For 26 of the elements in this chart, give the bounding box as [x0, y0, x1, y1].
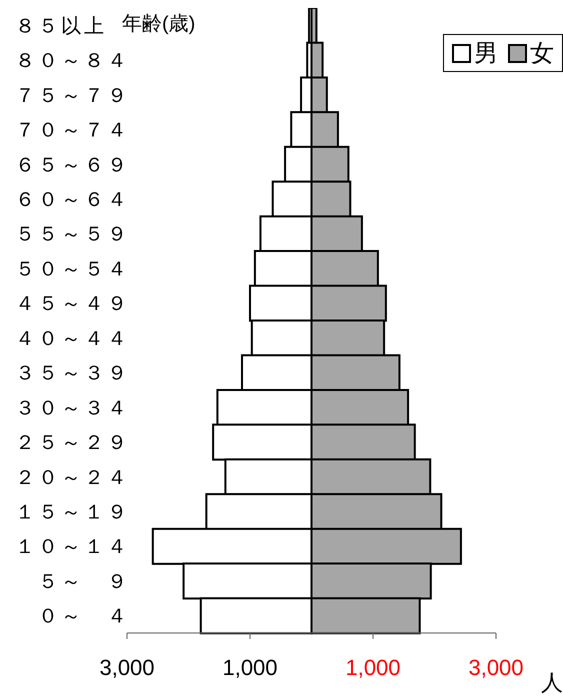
y-tick-label: １５～１９ [15, 501, 130, 524]
y-tick-label: ３０～３４ [15, 397, 130, 420]
y-tick-label: ７５～７９ [15, 84, 130, 107]
y-tick-label: ５０～５４ [15, 258, 130, 280]
y-tick-label: ５～ ９ [15, 570, 130, 593]
y-tick-label: ３５～３９ [15, 362, 130, 385]
y-tick-label: ６０～６４ [15, 188, 130, 211]
y-tick-label: ５５～５９ [15, 224, 130, 246]
x-tick-label: 1,000 [222, 655, 278, 680]
y-tick-label: ２５～２９ [15, 432, 130, 454]
y-tick-label: ４５～４９ [15, 293, 130, 316]
y-tick-label: ６５～６９ [15, 154, 130, 176]
y-tick-label: ８０～８４ [15, 50, 130, 72]
y-tick-label: ０～ ４ [15, 606, 130, 628]
y-tick-label: ８５以上 [15, 15, 107, 38]
y-tick-label: ２０～２４ [15, 466, 130, 489]
y-tick-label: １０～１４ [15, 536, 130, 558]
y-axis-title: 年齢(歳) [122, 12, 196, 37]
x-tick-label: 3,000 [468, 655, 524, 680]
legend-label: 男 [473, 39, 498, 69]
x-axis-title: 人 [541, 669, 563, 696]
y-tick-label: ４０～４４ [15, 328, 130, 350]
x-tick-label: 3,000 [99, 655, 155, 680]
y-tick-label: ７０～７４ [15, 120, 130, 142]
legend-label: 女 [529, 39, 554, 69]
x-tick-label: 1,000 [345, 655, 401, 680]
